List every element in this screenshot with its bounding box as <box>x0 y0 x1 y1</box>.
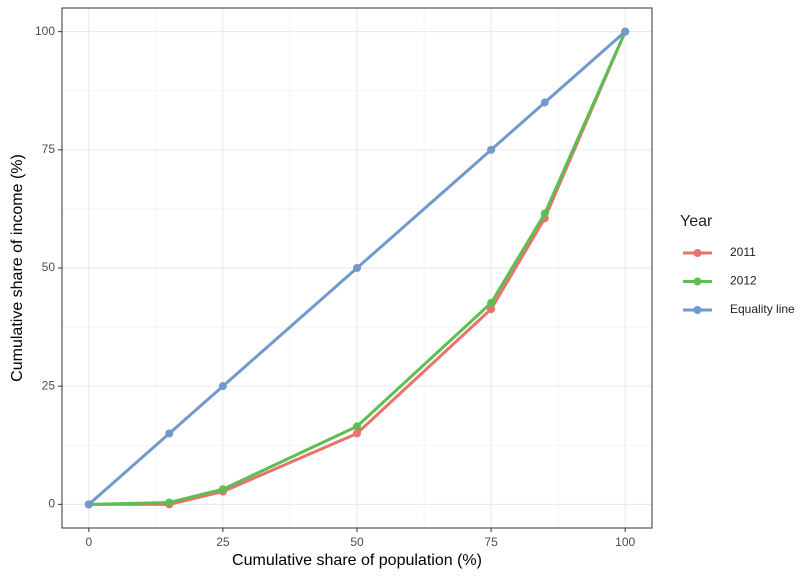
legend-key-point <box>693 277 702 286</box>
y-tick-label: 75 <box>42 142 56 156</box>
series-point <box>540 98 549 107</box>
series-point <box>487 145 496 154</box>
series-point <box>353 422 361 431</box>
x-tick-label: 25 <box>216 535 230 549</box>
panel-border <box>61 7 653 529</box>
legend-key-point <box>693 306 702 314</box>
series-point <box>218 485 227 494</box>
series-point <box>165 498 174 507</box>
series-point <box>84 500 93 509</box>
series-point <box>621 27 630 36</box>
y-tick-label: 50 <box>42 260 56 274</box>
series-point <box>218 382 227 391</box>
y-axis-title: Cumulative share of income (%) <box>9 154 26 382</box>
series-point <box>165 429 174 438</box>
y-tick-label: 25 <box>42 378 56 392</box>
series-point <box>353 264 361 272</box>
series-point <box>353 429 361 438</box>
y-tick-label: 100 <box>35 24 55 38</box>
x-tick-label: 100 <box>615 535 635 549</box>
series-point <box>487 298 496 307</box>
x-axis-title: Cumulative share of population (%) <box>232 552 482 569</box>
legend-label: 2011 <box>730 245 756 259</box>
series-point <box>487 305 496 314</box>
legend-title: Year <box>680 213 713 230</box>
legend-label: 2012 <box>730 274 757 288</box>
series-point <box>540 209 549 218</box>
legend-label: Equality line <box>730 302 795 316</box>
legend-key-point <box>693 249 702 257</box>
y-tick-label: 0 <box>48 497 55 511</box>
x-tick-label: 0 <box>85 535 92 549</box>
x-tick-label: 50 <box>350 535 364 549</box>
x-tick-label: 75 <box>484 535 498 549</box>
